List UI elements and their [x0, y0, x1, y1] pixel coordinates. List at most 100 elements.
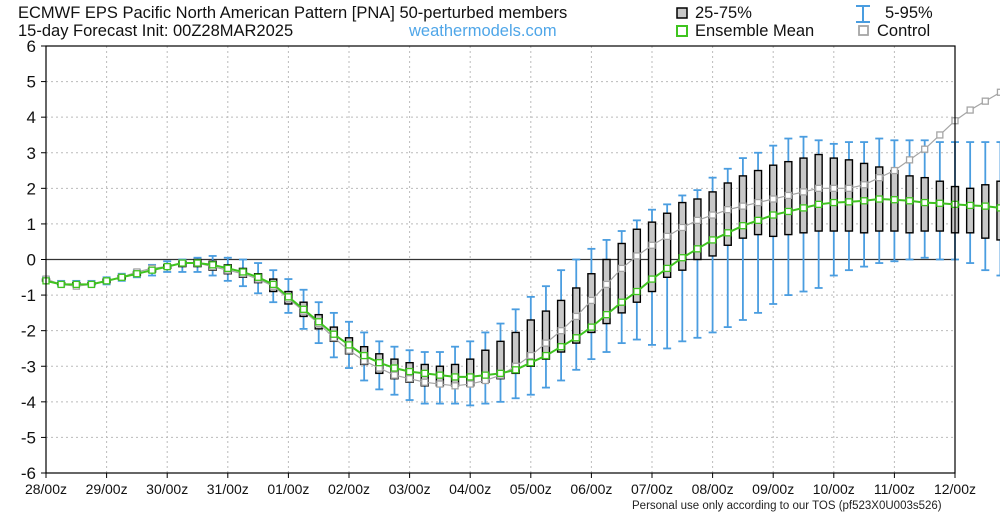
x-tick-label: 05/00z [510, 481, 552, 497]
iqr-box [965, 187, 975, 234]
x-tick-label: 03/00z [389, 481, 431, 497]
control-point [815, 184, 823, 192]
mean-point [390, 364, 399, 372]
x-tick-label: 06/00z [570, 481, 612, 497]
control-point [966, 106, 974, 114]
control-point [466, 380, 474, 388]
legend-control-glyph [858, 25, 869, 36]
mean-point [678, 254, 686, 262]
control-point [527, 351, 535, 360]
control-point [830, 184, 838, 192]
mean-point [148, 266, 156, 274]
mean-point [421, 369, 429, 378]
mean-point [405, 367, 414, 376]
control-point [724, 206, 732, 214]
mean-point [557, 343, 565, 351]
mean-point [875, 195, 883, 203]
x-tick-label: 09/00z [752, 481, 794, 497]
control-point [739, 202, 747, 210]
mean-point [602, 311, 611, 319]
iqr-box [981, 184, 990, 239]
iqr-box [829, 157, 838, 232]
control-point [587, 296, 596, 305]
mean-point [724, 229, 732, 237]
control-point [799, 188, 808, 196]
mean-point [845, 198, 853, 206]
x-tick-label: 02/00z [328, 481, 370, 497]
iqr-box [647, 221, 657, 293]
y-tick-label: 3 [27, 144, 36, 163]
mean-point [784, 207, 792, 216]
mean-point [663, 264, 671, 273]
mean-point [587, 323, 596, 331]
mean-point [860, 197, 868, 205]
control-point [936, 131, 944, 139]
iqr-box [602, 258, 611, 325]
mean-point [254, 273, 262, 281]
mean-point [648, 275, 656, 283]
mean-point [178, 259, 187, 267]
mean-point [966, 201, 974, 210]
iqr-box [844, 159, 854, 232]
iqr-box [556, 299, 566, 353]
mean-point [708, 236, 717, 244]
mean-point [481, 371, 490, 379]
iqr-box [617, 242, 626, 314]
x-tick-label: 29/00z [86, 481, 128, 497]
control-point [769, 195, 777, 203]
x-axis: 28/00z 29/00z 30/00z 31/00z 01/00z 02/00z 03/0… [25, 473, 976, 497]
mean-series [42, 195, 1000, 381]
iqr-box [632, 228, 642, 303]
iqr-box [693, 198, 702, 261]
control-point [845, 184, 853, 192]
control-point [390, 371, 399, 379]
mean-point [269, 280, 277, 289]
y-axis: -6 -5 -4 -3 -2 -1 0 1 2 3 4 5 6 [21, 37, 46, 483]
x-tick-label: 10/00z [813, 481, 855, 497]
control-point [921, 145, 929, 153]
mean-point [512, 366, 520, 374]
control-point [678, 223, 686, 232]
y-tick-label: -4 [21, 393, 36, 412]
brand-watermark: weathermodels.com [409, 22, 557, 40]
mean-point [815, 200, 823, 208]
mean-point [163, 262, 171, 271]
mean-point [542, 351, 550, 360]
y-tick-label: 1 [27, 215, 36, 234]
mean-point [299, 305, 308, 313]
x-tick-label: 28/00z [25, 481, 67, 497]
iqr-box [662, 212, 672, 278]
control-point [708, 211, 717, 219]
control-point [663, 232, 671, 241]
y-tick-label: 5 [27, 73, 36, 92]
grid-lines [46, 46, 955, 473]
control-line [45, 91, 1000, 387]
y-tick-label: -3 [21, 357, 36, 376]
mean-point [633, 287, 641, 296]
x-tick-label: 11/00z [874, 481, 915, 497]
legend-mean-label: Ensemble Mean [695, 22, 815, 40]
mean-point [799, 204, 808, 212]
mean-point [436, 371, 444, 379]
legend-control-label: Control [877, 22, 931, 40]
x-tick-label: 31/00z [207, 481, 249, 497]
mean-point [284, 293, 293, 301]
iqr-box [708, 191, 717, 257]
mean-point [618, 298, 626, 306]
control-point [905, 156, 914, 164]
control-point [618, 264, 626, 273]
mean-point [981, 202, 989, 210]
mean-point [739, 222, 747, 230]
x-tick-label: 12/00z [934, 481, 976, 497]
mean-point [193, 259, 202, 267]
mean-point [239, 268, 247, 276]
control-point [633, 252, 641, 260]
mean-point [996, 204, 1000, 212]
mean-point [375, 359, 383, 367]
footer-tos: Personal use only according to our TOS (… [632, 500, 942, 512]
mean-point [224, 264, 232, 273]
legend-whisker-glyph [856, 5, 870, 23]
y-tick-label: -5 [21, 428, 36, 447]
control-point [648, 241, 656, 249]
chart-subtitle: 15-day Forecast Init: 00Z28MAR2025 [18, 22, 294, 40]
